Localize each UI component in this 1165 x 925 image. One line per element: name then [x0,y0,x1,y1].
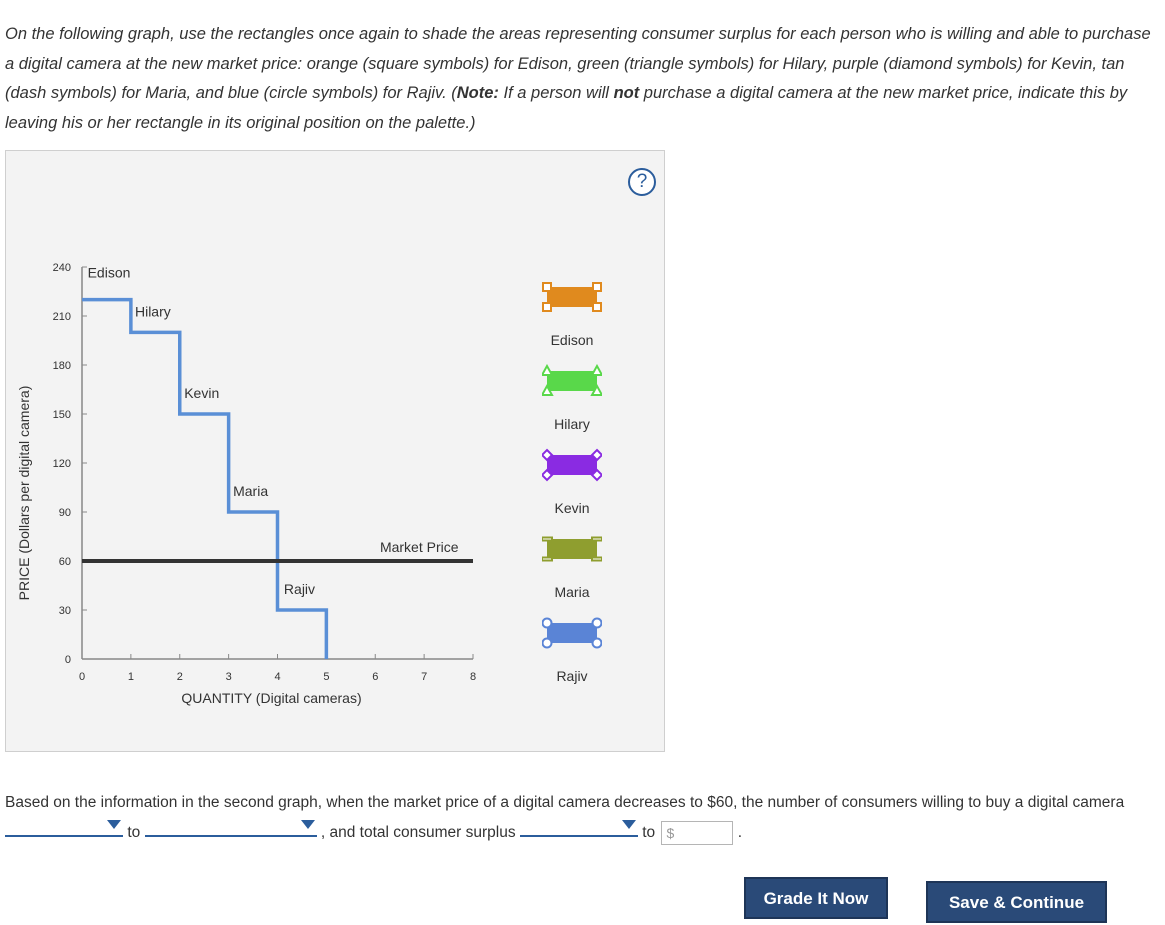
note-label: Note: [456,84,499,102]
corner-handle[interactable] [541,556,553,562]
corner-handle[interactable] [540,448,554,462]
market-price-label: Market Price [380,539,459,555]
buyer-label-rajiv: Rajiv [284,581,315,597]
buyer-label-maria: Maria [233,483,268,499]
chevron-down-icon [300,820,315,829]
not-emphasis: not [613,84,640,102]
corner-handle[interactable] [541,536,553,542]
palette-label-edison: Edison [550,332,594,348]
surplus-amount-input[interactable] [676,822,729,843]
corner-handle[interactable] [540,468,554,482]
consumers-to-dropdown[interactable] [144,817,317,837]
x-axis-title: QUANTITY (Digital cameras) [181,690,361,706]
instructions-part-2: If a person will [498,84,614,102]
graph-canvas: 0 30 60 90 120 150 180 210 240 0 1 2 3 4 5 6 7 8 QUANTITY … [16,262,476,706]
corner-handle[interactable] [540,383,554,396]
consumers-from-dropdown[interactable] [5,817,123,837]
y-tick-label: 60 [59,556,71,568]
corner-handle[interactable] [590,448,604,462]
diamond-icon [540,448,604,482]
instructions-part-3: purchase a digital camera at the new mar… [5,84,1128,132]
x-tick-label: 5 [323,671,329,683]
chevron-down-icon [107,820,121,829]
question-end: . [737,824,743,841]
y-tick-label: 0 [65,654,71,666]
palette-label-maria: Maria [554,584,590,600]
corner-handle[interactable] [542,302,552,312]
chevron-down-icon [621,820,636,829]
palette-rectangle-rajiv[interactable] [541,616,603,655]
corner-handle[interactable] [541,617,553,629]
palette-label-kevin: Kevin [554,500,590,516]
dollar-sign: $ [666,824,675,841]
x-tick-label: 7 [421,671,427,683]
grade-it-now-button[interactable]: Grade It Now [744,877,888,919]
palette-rectangle-maria[interactable] [541,532,603,571]
corner-handle[interactable] [591,637,603,649]
x-tick-label: 3 [226,671,232,683]
y-tick-label: 90 [59,507,71,519]
y-tick-label: 120 [53,458,71,470]
surplus-amount-field[interactable]: $ [661,820,734,845]
x-tick-label: 6 [372,671,378,683]
square-icon [542,282,602,312]
y-tick-label: 210 [53,311,71,323]
instructions-text: On the following graph, use the rectangl… [5,20,1155,138]
to-label-2: to [642,824,656,841]
surplus-from-dropdown[interactable] [519,817,638,837]
buyer-label-kevin: Kevin [184,385,219,401]
corner-handle[interactable] [592,302,602,312]
corner-handle[interactable] [542,282,552,292]
palette-rectangle-hilary[interactable] [540,363,604,403]
x-tick-label: 1 [128,671,134,683]
demand-curve [82,297,329,659]
palette-rectangle-kevin[interactable] [540,448,604,487]
y-tick-label: 180 [53,360,71,372]
corner-handle[interactable] [591,536,603,542]
corner-handle[interactable] [592,282,602,292]
y-tick-label: 30 [59,605,71,617]
dash-icon [541,536,603,562]
help-icon[interactable]: ? [628,168,656,196]
y-axis-title: PRICE (Dollars per digital camera) [16,386,32,601]
corner-handle[interactable] [590,468,604,482]
question-text: Based on the information in the second g… [5,788,1145,847]
y-tick-label: 240 [53,262,71,274]
corner-handle[interactable] [590,383,604,396]
corner-handle[interactable] [541,637,553,649]
save-continue-button[interactable]: Save & Continue [926,881,1107,923]
palette-label-hilary: Hilary [554,416,590,432]
question-part-1: Based on the information in the second g… [5,794,1125,811]
buyer-label-edison: Edison [88,265,131,281]
graph-panel: 0 30 60 90 120 150 180 210 240 0 1 2 3 4 5 6 7 8 QUANTITY … [5,150,665,752]
x-tick-label: 2 [177,671,183,683]
corner-handle[interactable] [540,363,554,376]
corner-handle[interactable] [591,617,603,629]
buyer-label-hilary: Hilary [135,303,171,319]
x-tick-label: 4 [274,671,280,683]
instructions-part-1: On the following graph, use the rectangl… [5,25,1151,102]
to-label-1: to [127,824,141,841]
question-part-2: , and total consumer surplus [320,824,516,841]
palette-rectangle-edison[interactable] [542,280,602,319]
circle-icon [541,617,603,649]
corner-handle[interactable] [590,363,604,376]
y-tick-label: 150 [53,409,71,421]
triangle-icon [540,363,604,396]
corner-handle[interactable] [591,556,603,562]
palette-label-rajiv: Rajiv [556,668,588,684]
x-tick-label: 8 [470,671,476,683]
x-tick-label: 0 [79,671,85,683]
